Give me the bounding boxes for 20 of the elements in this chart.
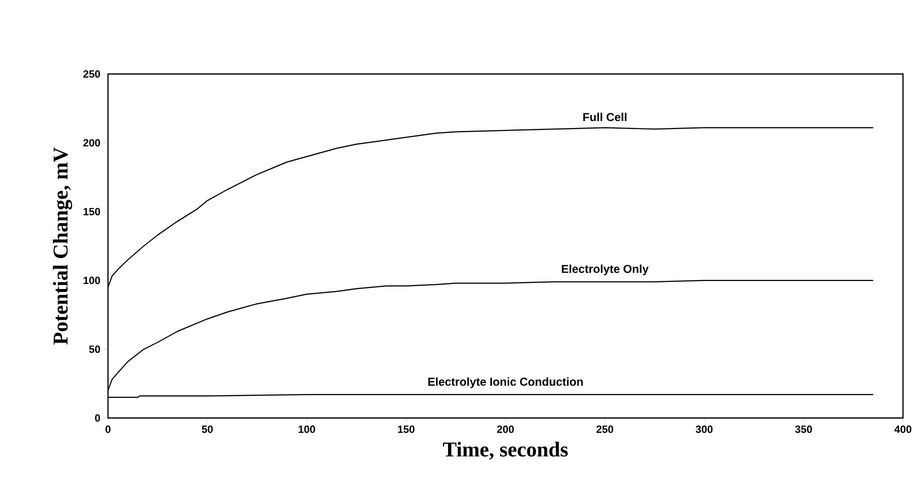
y-tick-label: 200 — [83, 139, 100, 147]
x-tick-label: 50 — [202, 426, 213, 433]
x-tick-label: 300 — [696, 426, 713, 433]
x-tick-label: 100 — [298, 426, 316, 433]
series-label: Electrolyte Ionic Conduction — [428, 377, 583, 388]
x-axis-title: Time, seconds — [443, 442, 568, 460]
series-label: Full Cell — [583, 112, 626, 122]
x-tick-label: 200 — [497, 426, 514, 433]
y-tick-label: 250 — [83, 70, 100, 78]
x-tick-label: 250 — [596, 426, 614, 433]
x-tick-label: 0 — [106, 426, 110, 433]
x-tick-label: 150 — [398, 426, 414, 433]
y-tick-label: 150 — [84, 208, 100, 216]
y-tick-label: 50 — [89, 345, 100, 353]
series-label: Electrolyte Only — [562, 264, 649, 276]
x-tick-label: 350 — [795, 426, 812, 433]
y-tick-label: 0 — [95, 414, 100, 422]
x-tick-label: 400 — [894, 426, 912, 433]
y-axis-title: Potential Change, mV — [52, 147, 72, 345]
y-tick-label: 100 — [84, 276, 100, 284]
